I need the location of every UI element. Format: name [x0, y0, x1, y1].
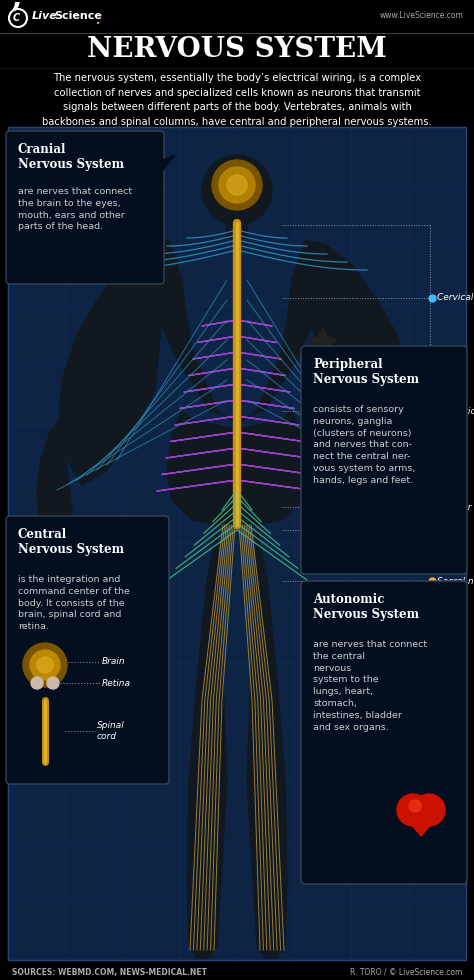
- Text: C: C: [12, 13, 19, 23]
- FancyBboxPatch shape: [301, 581, 467, 884]
- Polygon shape: [167, 410, 307, 530]
- Text: are nerves that connect
the brain to the eyes,
mouth, ears and other
parts of th: are nerves that connect the brain to the…: [18, 187, 132, 231]
- Circle shape: [37, 657, 53, 673]
- Circle shape: [219, 167, 255, 203]
- Text: NERVOUS SYSTEM: NERVOUS SYSTEM: [87, 36, 387, 64]
- Polygon shape: [402, 420, 437, 540]
- FancyBboxPatch shape: [301, 346, 467, 574]
- Circle shape: [413, 794, 445, 826]
- Circle shape: [30, 650, 60, 680]
- Text: consists of sensory
neurons, ganglia
(clusters of neurons)
and nerves that con-
: consists of sensory neurons, ganglia (cl…: [313, 405, 415, 485]
- Text: are nerves that connect
the central
nervous
system to the
lungs, heart,
stomach,: are nerves that connect the central nerv…: [313, 640, 427, 732]
- Text: .: .: [95, 10, 101, 28]
- Circle shape: [212, 160, 262, 210]
- Polygon shape: [247, 530, 287, 958]
- FancyBboxPatch shape: [226, 223, 248, 239]
- FancyBboxPatch shape: [8, 127, 466, 960]
- Text: Thoracic nerves: Thoracic nerves: [437, 407, 474, 416]
- Polygon shape: [59, 240, 169, 485]
- Circle shape: [31, 677, 43, 689]
- Text: Lumbar nerves: Lumbar nerves: [437, 503, 474, 512]
- Circle shape: [47, 677, 59, 689]
- Text: Science: Science: [54, 11, 102, 21]
- Text: Peripheral
Nervous System: Peripheral Nervous System: [313, 358, 419, 386]
- Text: www.LiveScience.com: www.LiveScience.com: [380, 12, 464, 21]
- Text: Brain: Brain: [102, 658, 126, 666]
- Text: is the integration and
command center of the
body. It consists of the
brain, spi: is the integration and command center of…: [18, 575, 130, 631]
- Text: Live: Live: [32, 11, 58, 21]
- Text: R. TORO / © LiveScience.com: R. TORO / © LiveScience.com: [350, 967, 462, 976]
- FancyBboxPatch shape: [6, 131, 164, 284]
- Text: Cervical nerves: Cervical nerves: [437, 293, 474, 303]
- Polygon shape: [309, 328, 337, 356]
- Text: Spinal
cord: Spinal cord: [97, 721, 125, 741]
- FancyBboxPatch shape: [6, 516, 169, 784]
- Circle shape: [202, 155, 272, 225]
- Polygon shape: [305, 240, 415, 485]
- Circle shape: [397, 794, 429, 826]
- Text: Autonomic
Nervous System: Autonomic Nervous System: [313, 593, 419, 621]
- Circle shape: [227, 175, 247, 195]
- Polygon shape: [399, 810, 443, 836]
- Text: SOURCES: WEBMD.COM, NEWS-MEDICAL.NET: SOURCES: WEBMD.COM, NEWS-MEDICAL.NET: [12, 967, 207, 976]
- Polygon shape: [150, 155, 175, 180]
- Polygon shape: [155, 240, 319, 425]
- Text: Sacral nerves: Sacral nerves: [437, 576, 474, 585]
- Polygon shape: [37, 420, 72, 540]
- Circle shape: [409, 800, 421, 812]
- Text: Retina: Retina: [102, 678, 131, 688]
- Text: The nervous system, essentially the body’s electrical wiring, is a complex
colle: The nervous system, essentially the body…: [42, 74, 432, 126]
- Text: Cranial
Nervous System: Cranial Nervous System: [18, 143, 124, 171]
- Polygon shape: [187, 530, 227, 958]
- Text: ’: ’: [10, 1, 20, 29]
- Text: Central
Nervous System: Central Nervous System: [18, 528, 124, 556]
- Circle shape: [23, 643, 67, 687]
